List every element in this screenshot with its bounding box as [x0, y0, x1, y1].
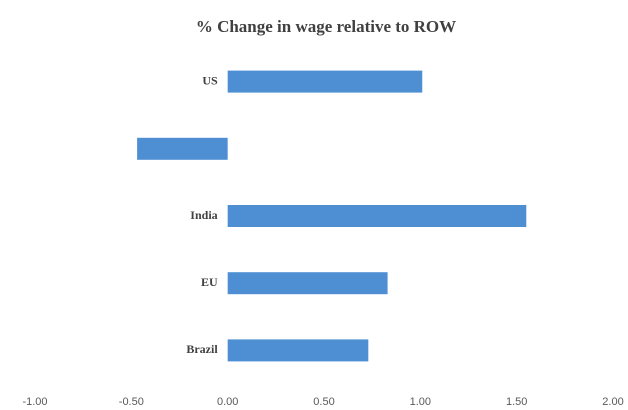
x-tick-label: -1.00: [22, 396, 47, 408]
bar: [227, 339, 369, 362]
y-tick-label: India: [190, 208, 217, 222]
x-tick-label: 0.50: [313, 396, 334, 408]
bar: [137, 137, 228, 160]
bar: [227, 205, 527, 227]
y-tick-label: EU: [201, 275, 218, 289]
bar: [227, 272, 388, 295]
x-tick-label: 0.00: [217, 396, 238, 408]
x-tick-label: 2.00: [602, 396, 623, 408]
bar: [227, 70, 423, 93]
x-tick-label: 1.00: [410, 396, 431, 408]
y-tick-label: US: [202, 73, 218, 87]
chart-title: % Change in wage relative to ROW: [196, 17, 456, 36]
x-tick-label: 1.50: [506, 396, 527, 408]
x-tick-label: -0.50: [119, 396, 144, 408]
y-tick-label: Brazil: [186, 342, 218, 356]
